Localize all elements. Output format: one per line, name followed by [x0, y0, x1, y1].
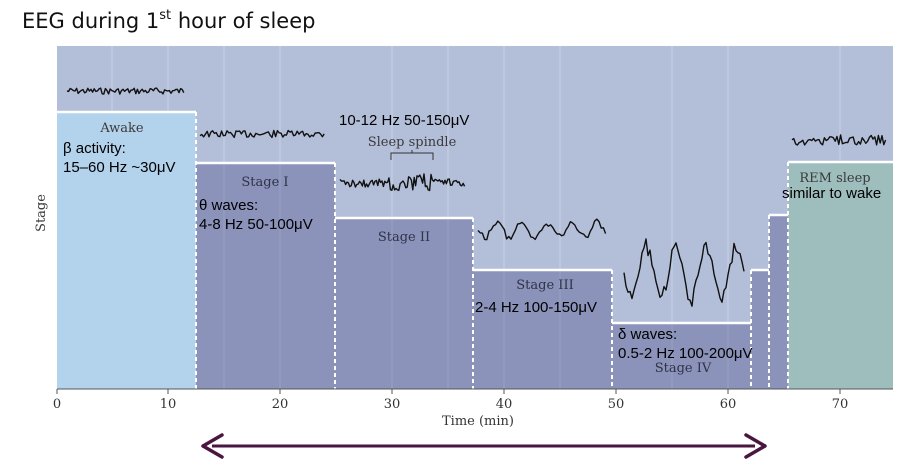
eeg-trace-stage4 — [623, 238, 745, 307]
delta-annotation-line2: 0.5-2 Hz 100-200μV — [618, 345, 753, 362]
duration-arrow — [201, 433, 767, 459]
spindle-label: Sleep spindle — [368, 135, 457, 150]
stage3-annotation: 2-4 Hz 100-150μV — [475, 299, 597, 316]
awake-block — [57, 112, 196, 389]
stage-label-rem: REM sleep — [799, 171, 870, 186]
diagram-title: EEG during 1st hour of sleep — [22, 8, 315, 33]
eeg-trace-stage1 — [199, 129, 325, 139]
x-tick-30: 30 — [384, 397, 401, 412]
stage3-block — [473, 270, 612, 389]
delta-annotation-line1: δ waves: — [618, 326, 677, 343]
x-tick-60: 60 — [720, 397, 737, 412]
x-tick-20: 20 — [272, 397, 289, 412]
beta-annotation-line1: β activity: — [63, 140, 126, 157]
stage-label-3: Stage III — [516, 278, 573, 293]
spindle-bracket — [390, 150, 434, 160]
rem-block — [788, 162, 893, 389]
hypnogram-steps — [57, 110, 893, 325]
spindle-annotation: 10-12 Hz 50-150μV — [339, 112, 469, 129]
theta-annotation-line1: θ waves: — [199, 197, 258, 214]
stage-label-awake: Awake — [99, 121, 144, 136]
rem-annotation: similar to wake — [782, 185, 881, 202]
eeg-trace-stage2 — [339, 173, 466, 192]
stage-label-4: Stage IV — [655, 361, 712, 376]
eeg-trace-awake — [66, 87, 185, 95]
x-axis-label: Time (min) — [442, 414, 514, 429]
eeg-trace-rem — [791, 134, 887, 146]
x-tick-70: 70 — [832, 397, 849, 412]
stage1-block — [196, 163, 335, 389]
hypnogram-transitions — [195, 112, 789, 389]
block-grid-lines — [223, 163, 729, 389]
beta-annotation-line2: 15–60 Hz ~30μV — [63, 159, 175, 176]
stage2-block — [335, 218, 473, 389]
x-axis-ticks — [56, 389, 841, 394]
x-tick-50: 50 — [608, 397, 625, 412]
y-axis-label: Stage — [34, 194, 49, 232]
x-tick-0: 0 — [53, 397, 61, 412]
stage-label-2: Stage II — [378, 230, 430, 245]
stage-label-1: Stage I — [241, 175, 288, 190]
eeg-trace-stage3 — [477, 218, 607, 241]
x-tick-40: 40 — [496, 397, 513, 412]
theta-annotation-line2: 4-8 Hz 50-100μV — [199, 216, 313, 233]
stage3-return-block — [751, 270, 769, 389]
x-tick-10: 10 — [160, 397, 177, 412]
stage2-return-block — [769, 215, 788, 389]
